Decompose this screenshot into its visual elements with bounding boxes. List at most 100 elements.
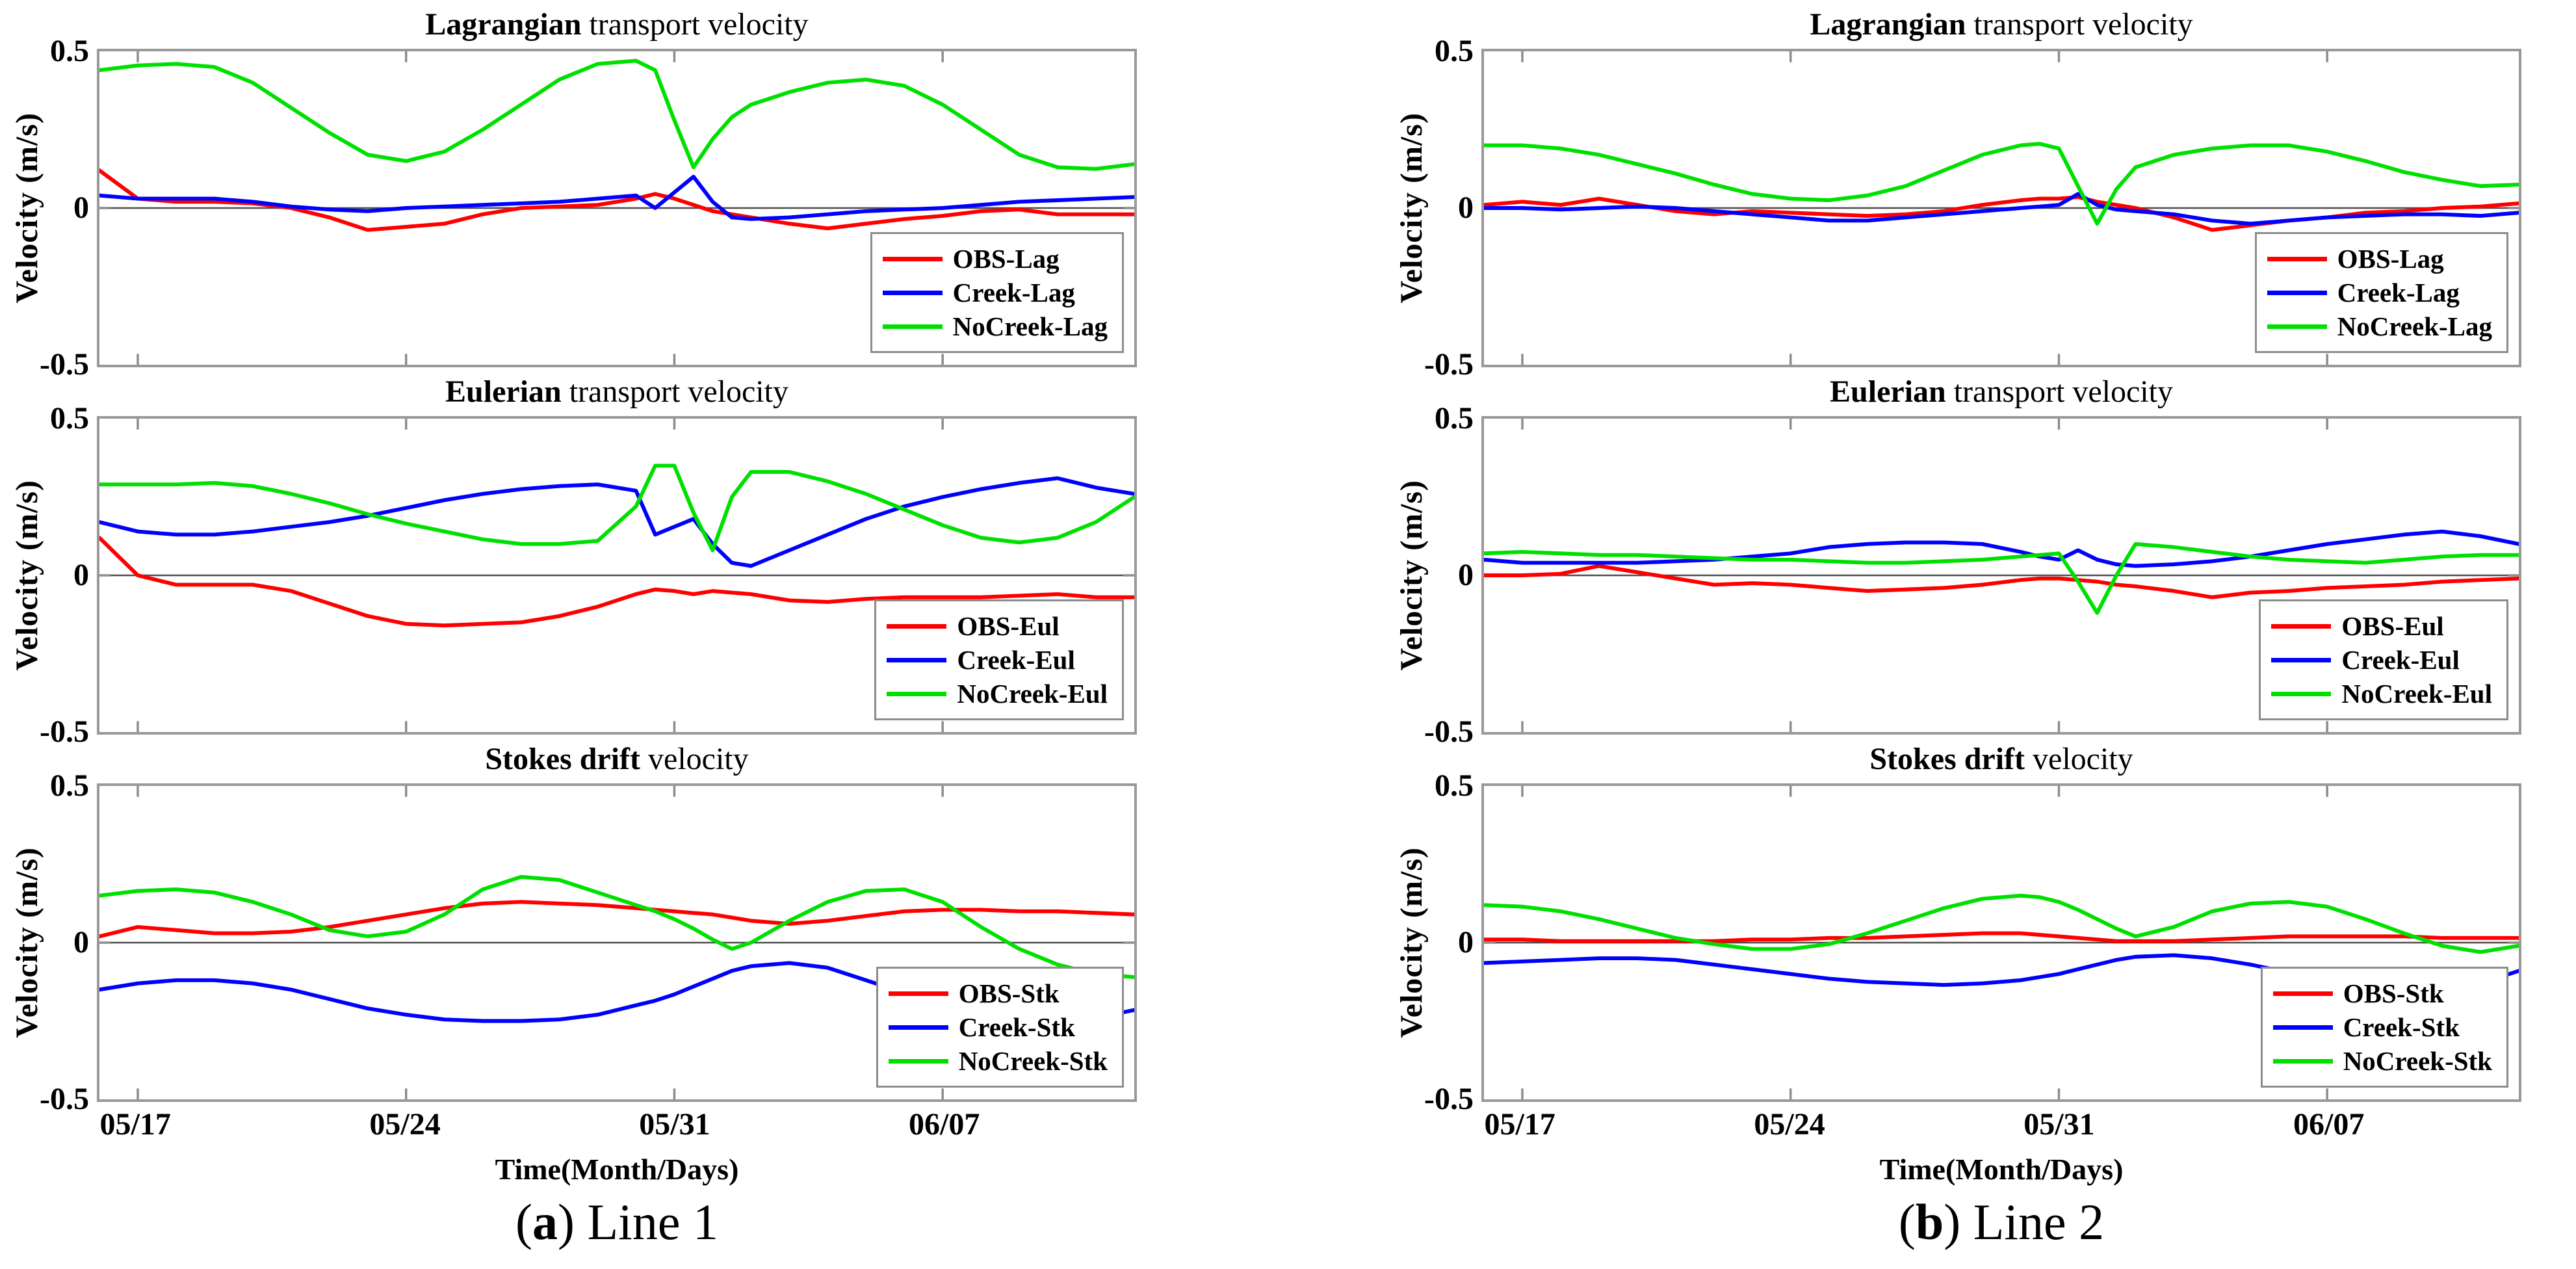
legend-label: Creek-Stk xyxy=(2343,1012,2460,1042)
y-tick-label: 0 xyxy=(1458,558,1474,592)
chart-canvas xyxy=(1484,51,2519,365)
panel-title-bold: Lagrangian xyxy=(1810,7,1966,42)
legend-label: NoCreek-Stk xyxy=(958,1046,1108,1076)
legend-item: Creek-Lag xyxy=(882,276,1108,309)
legend-line-icon xyxy=(2271,657,2332,662)
legend-item: Creek-Stk xyxy=(2272,1010,2492,1044)
plot-area: OBS-Stk Creek-Stk NoCreek-Stk xyxy=(97,783,1137,1102)
x-tick-label: 05/24 xyxy=(369,1107,441,1142)
plot-row: Velocity (m/s) 0.5 0 -0.5 OBS-Lag Creek-… xyxy=(1387,36,2576,380)
legend-label: OBS-Stk xyxy=(2343,978,2444,1008)
legend-item: OBS-Eul xyxy=(887,609,1108,643)
panel-title: Lagrangian transport velocity xyxy=(1481,0,2521,49)
legend-line-icon xyxy=(2267,256,2327,261)
legend-label: Creek-Stk xyxy=(958,1012,1075,1042)
y-tick-label: 0 xyxy=(73,558,89,592)
legend-item: Creek-Lag xyxy=(2267,276,2492,309)
legend-label: OBS-Eul xyxy=(2341,611,2444,641)
legend-label: OBS-Lag xyxy=(952,244,1060,274)
y-tick-label: 0.5 xyxy=(1435,768,1474,803)
legend-item: Creek-Eul xyxy=(887,643,1108,677)
legend-line-icon xyxy=(882,324,943,329)
y-tick-label: -0.5 xyxy=(40,1082,89,1116)
y-tick-label: -0.5 xyxy=(1424,1082,1474,1116)
legend-line-icon xyxy=(888,991,948,996)
x-tick-label: 06/07 xyxy=(909,1107,980,1142)
panel-line2-lagrangian: Lagrangian transport velocity Velocity (… xyxy=(1387,0,2576,380)
legend-line-icon xyxy=(882,256,943,261)
legend-line-icon xyxy=(887,691,947,696)
chart-canvas xyxy=(1484,419,2519,732)
panel-title-rest: transport velocity xyxy=(1945,374,2173,409)
caption-line2: (b) Line 2 xyxy=(1898,1194,2105,1250)
y-tick-label: 0 xyxy=(73,190,89,225)
panel-title-bold: Stokes drift xyxy=(485,742,641,776)
legend-line-icon xyxy=(887,657,947,662)
legend-line-icon xyxy=(887,623,947,629)
legend-item: NoCreek-Stk xyxy=(2272,1044,2492,1078)
legend: OBS-Lag Creek-Lag NoCreek-Lag xyxy=(870,232,1124,353)
panel-title-bold: Lagrangian xyxy=(425,7,582,42)
panel-title: Lagrangian transport velocity xyxy=(97,0,1137,49)
legend-line-icon xyxy=(2271,623,2332,629)
legend-item: NoCreek-Lag xyxy=(882,309,1108,343)
legend: OBS-Lag Creek-Lag NoCreek-Lag xyxy=(2254,232,2508,353)
legend: OBS-Eul Creek-Eul NoCreek-Eul xyxy=(874,599,1124,720)
legend-label: Creek-Lag xyxy=(2337,278,2460,307)
plot-row: Velocity (m/s) 0.5 0 -0.5 OBS-Eul Creek-… xyxy=(3,403,1193,748)
x-axis-label: Time(Month/Days) xyxy=(495,1153,739,1186)
x-tick-label: 05/31 xyxy=(639,1107,710,1142)
x-tick-label: 05/31 xyxy=(2023,1107,2095,1142)
column-line1: Lagrangian transport velocity Velocity (… xyxy=(3,0,1193,1269)
legend-item: OBS-Lag xyxy=(882,242,1108,276)
panel-title-rest: transport velocity xyxy=(581,7,809,42)
y-tick-label: 0.5 xyxy=(50,401,89,436)
legend-item: NoCreek-Eul xyxy=(2271,677,2492,711)
legend-line-icon xyxy=(888,1025,948,1030)
legend-item: NoCreek-Eul xyxy=(887,677,1108,711)
plot-area: OBS-Lag Creek-Lag NoCreek-Lag xyxy=(97,49,1137,367)
panel-title-rest: transport velocity xyxy=(561,374,788,409)
panel-title: Stokes drift velocity xyxy=(1481,735,2521,783)
y-tick-label: -0.5 xyxy=(1424,714,1474,749)
panel-title: Eulerian transport velocity xyxy=(97,367,1137,416)
panel-title-bold: Stokes drift xyxy=(1869,742,2025,776)
plot-row: Velocity (m/s) 0.5 0 -0.5 OBS-Lag Creek-… xyxy=(3,36,1193,380)
plot-row: Velocity (m/s) 0.5 0 -0.5 OBS-Eul Creek-… xyxy=(1387,403,2576,748)
legend-line-icon xyxy=(2271,691,2332,696)
panel-title-rest: transport velocity xyxy=(1966,7,2193,42)
legend-label: NoCreek-Lag xyxy=(2337,311,2492,341)
legend-line-icon xyxy=(2272,1058,2333,1064)
panel-title-bold: Eulerian xyxy=(1830,374,1946,409)
column-line2: Lagrangian transport velocity Velocity (… xyxy=(1387,0,2576,1269)
y-tick-label: -0.5 xyxy=(40,714,89,749)
panel-line2-stokes: Stokes drift velocity Velocity (m/s) 0.5… xyxy=(1387,735,2576,1115)
plot-area: OBS-Stk Creek-Stk NoCreek-Stk xyxy=(1481,783,2521,1102)
y-tick-label: 0.5 xyxy=(50,768,89,803)
y-tick-label: 0.5 xyxy=(1435,401,1474,436)
legend-label: Creek-Lag xyxy=(952,278,1075,307)
legend-label: NoCreek-Lag xyxy=(952,311,1108,341)
chart-canvas xyxy=(99,419,1134,732)
x-tick-label: 05/17 xyxy=(99,1107,171,1142)
legend-item: OBS-Stk xyxy=(888,976,1108,1010)
legend-item: OBS-Lag xyxy=(2267,242,2492,276)
plot-area: OBS-Eul Creek-Eul NoCreek-Eul xyxy=(97,416,1137,735)
legend-item: NoCreek-Lag xyxy=(2267,309,2492,343)
legend: OBS-Eul Creek-Eul NoCreek-Eul xyxy=(2259,599,2508,720)
y-tick-label: 0.5 xyxy=(50,34,89,68)
x-axis-label: Time(Month/Days) xyxy=(1879,1153,2124,1186)
caption-line1: (a) Line 1 xyxy=(515,1194,718,1250)
x-tick-label: 06/07 xyxy=(2293,1107,2365,1142)
legend: OBS-Stk Creek-Stk NoCreek-Stk xyxy=(2260,967,2508,1088)
y-tick-label: -0.5 xyxy=(40,347,89,382)
plot-area: OBS-Lag Creek-Lag NoCreek-Lag xyxy=(1481,49,2521,367)
panel-title: Stokes drift velocity xyxy=(97,735,1137,783)
legend-label: NoCreek-Eul xyxy=(2341,679,2492,709)
legend-label: NoCreek-Eul xyxy=(957,679,1108,709)
chart-canvas xyxy=(99,51,1134,365)
legend-line-icon xyxy=(888,1058,948,1064)
legend-label: Creek-Eul xyxy=(957,645,1075,675)
plot-row: Velocity (m/s) 0.5 0 -0.5 OBS-Stk Creek-… xyxy=(1387,770,2576,1115)
